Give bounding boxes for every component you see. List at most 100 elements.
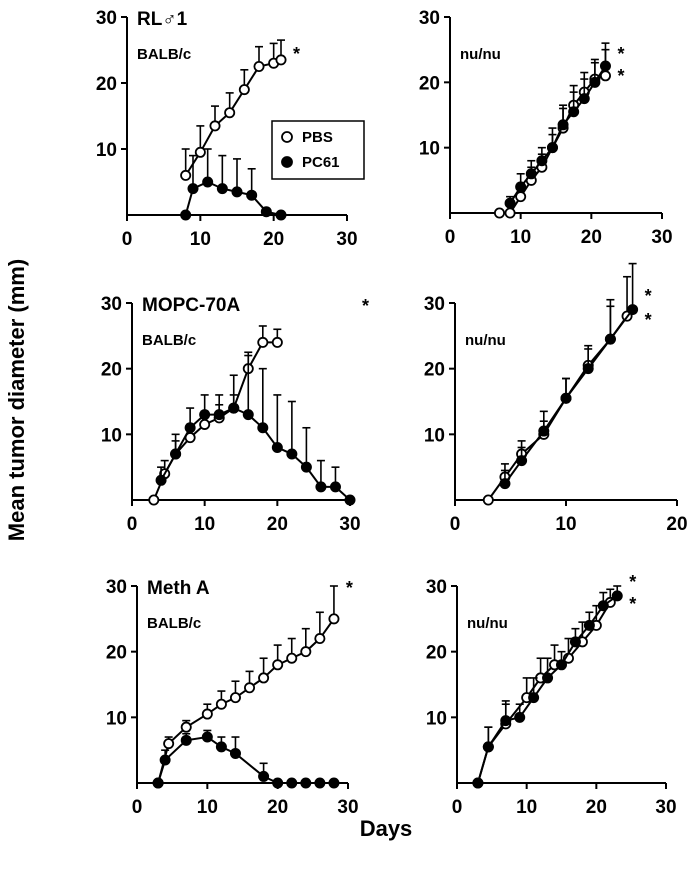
chart-panel-3: 0 10 20 30 10 20 30 MOPC-70A BALB/c * [101,294,369,535]
data-point-open [504,207,516,219]
data-point-filled [568,106,580,118]
legend-box [271,120,365,180]
data-point-filled [260,206,272,218]
y-tick-label: 10 [424,425,445,446]
y-axis-label: Mean tumor diameter (mm) [4,259,29,541]
y-tick-label: 30 [419,8,440,29]
x-tick-label: 10 [190,229,211,250]
y-tick-label: 20 [426,643,447,664]
data-point-filled [300,461,312,473]
chart-panel-5: 0 10 20 30 10 20 30 Meth A BALB/c * [106,577,359,818]
data-point-open [194,146,206,158]
x-tick-label: 20 [586,797,607,818]
x-tick-label: 20 [263,229,284,250]
x-tick-label: 0 [450,514,461,535]
data-point-filled [344,494,356,506]
chart-panel-2: 0 10 20 30 10 20 30 nu/nu ** [419,8,673,248]
x-tick-label: 20 [666,514,687,535]
x-tick-label: 20 [267,797,288,818]
data-point-open [272,659,284,671]
x-tick-label: 10 [555,514,576,535]
data-point-filled [329,481,341,493]
data-point-filled [184,422,196,434]
y-tick-label: 10 [419,139,440,160]
data-point-filled [286,777,298,789]
series-pc61 [499,262,639,490]
series-pc61 [152,729,340,789]
series-line [157,618,335,784]
x-tick-label: 0 [122,229,133,250]
data-point-filled [275,209,287,221]
series-pc61 [155,354,356,506]
y-tick-label: 10 [96,140,117,161]
x-axis-label: Days [360,816,413,841]
data-point-filled [569,636,581,648]
data-point-filled [242,409,254,421]
x-tick-label: 30 [655,797,676,818]
strain-label: BALB/c [147,615,201,632]
data-point-filled [328,777,340,789]
x-tick-label: 30 [339,514,360,535]
panel-title: RL♂1 [137,9,188,30]
y-tick-label: 10 [426,708,447,729]
series-pc61 [180,148,287,221]
data-point-filled [514,711,526,723]
x-tick-label: 30 [651,227,672,248]
data-point-filled [542,672,554,684]
data-point-open [493,207,505,219]
data-point-filled [155,474,167,486]
y-tick-label: 30 [96,8,117,29]
significance-star: * [645,310,652,330]
x-tick-label: 20 [581,227,602,248]
data-point-filled [216,183,228,195]
data-point-filled [231,186,243,198]
data-point-open [209,120,221,132]
data-point-open [328,613,340,625]
strain-label: BALB/c [137,46,191,63]
data-point-filled [300,777,312,789]
data-point-filled [536,155,548,167]
data-point-filled [159,754,171,766]
chart-panel-6: 0 10 20 30 10 20 30 nu/nu ** [426,572,677,818]
data-point-filled [546,142,558,154]
y-tick-label: 30 [106,577,127,598]
strain-label: nu/nu [465,332,506,349]
data-point-filled [583,619,595,631]
series-line [184,58,282,176]
data-point-filled [271,441,283,453]
y-tick-label: 20 [96,74,117,95]
significance-star: * [629,594,636,614]
data-point-open [163,738,175,750]
significance-star: * [346,578,353,598]
data-point-open [482,494,494,506]
data-point-filled [578,93,590,105]
x-tick-label: 0 [445,227,456,248]
data-point-filled [528,692,540,704]
y-tick-label: 20 [424,360,445,381]
significance-star: * [629,572,636,592]
data-point-filled [582,363,594,375]
data-point-open [275,54,287,66]
strain-label: nu/nu [467,615,508,632]
data-point-open [300,646,312,658]
data-point-open [201,708,213,720]
series-pbs [180,39,287,181]
data-point-filled [516,455,528,467]
data-point-filled [258,770,270,782]
data-point-open [229,692,241,704]
x-tick-label: 0 [127,514,138,535]
data-point-filled [556,659,568,671]
data-point-filled [257,422,269,434]
legend-label: PBS [302,129,333,146]
legend-open-circle-icon [281,131,293,143]
series-pc61 [472,585,623,789]
y-tick-label: 20 [419,73,440,94]
data-point-filled [627,304,639,316]
x-tick-label: 10 [516,797,537,818]
data-point-filled [611,590,623,602]
data-point-filled [314,777,326,789]
data-point-filled [557,119,569,131]
series-pbs [152,585,340,789]
chart-panel-4: 0 10 20 10 20 30 nu/nu * * [424,262,688,535]
